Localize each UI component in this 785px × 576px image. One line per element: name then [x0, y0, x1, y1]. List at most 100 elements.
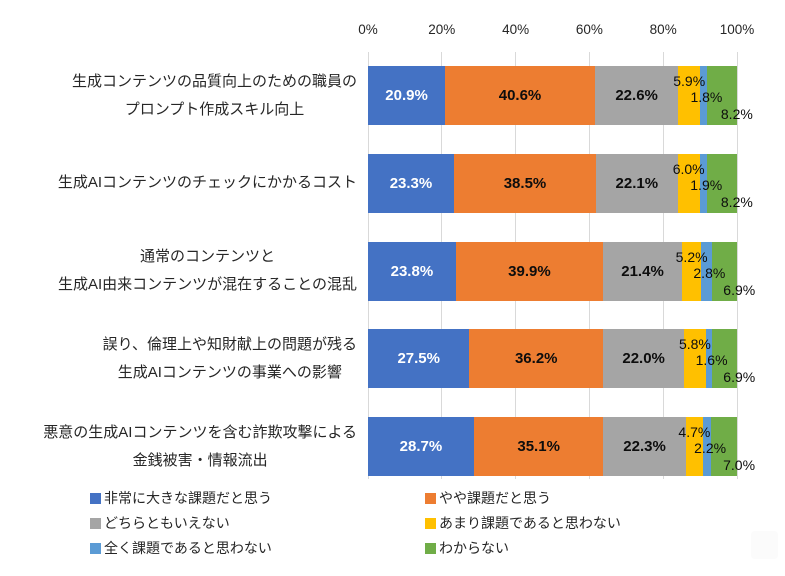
- data-label: 8.2%: [720, 193, 753, 210]
- bar-segment: [699, 153, 707, 213]
- x-axis-tick-label: 20%: [428, 22, 456, 37]
- category-label: 誤り、倫理上や知財献上の問題が残る 生成AIコンテンツの事業への影響: [103, 329, 357, 388]
- data-label: 22.1%: [615, 174, 659, 192]
- data-label: 28.7%: [399, 438, 443, 455]
- data-label: 22.6%: [615, 87, 658, 104]
- bar-segment: [455, 241, 604, 301]
- bar-segment: [706, 153, 737, 213]
- legend-item: あまり課題であると思わない: [425, 512, 621, 534]
- data-label: 20.9%: [385, 87, 428, 104]
- bar-segment: [678, 66, 701, 125]
- legend-item: 非常に大きな課題だと思う: [90, 487, 272, 509]
- bar-segment: [473, 417, 604, 476]
- bar-row: 23.8% 39.9% 21.4% 5.2% 2.8% 6.9%: [368, 241, 755, 301]
- data-label: 22.0%: [622, 350, 665, 368]
- x-axis-tick-label: 60%: [575, 22, 603, 37]
- bar-segment: [368, 153, 454, 213]
- data-label: 6.0%: [672, 160, 705, 177]
- bar-segment: [469, 329, 604, 389]
- legend-label: あまり課題であると思わない: [439, 515, 621, 531]
- legend-item: どちらともいえない: [90, 512, 230, 534]
- bar-segment: [596, 153, 678, 213]
- data-label: 7.0%: [723, 457, 756, 473]
- bar-segment: [677, 153, 700, 213]
- bar-segment: [700, 66, 707, 125]
- x-axis-tick-label: 80%: [649, 22, 677, 37]
- category-label-text: 悪意の生成AIコンテンツを含む詐欺攻撃による 金銭被害・情報流出: [43, 423, 357, 469]
- bar-segment: [711, 241, 737, 301]
- category-label-text: 誤り、倫理上や知財献上の問題が残る 生成AIコンテンツの事業への影響: [102, 335, 357, 381]
- bar-segment: [368, 66, 446, 125]
- data-label: 40.6%: [498, 87, 542, 104]
- category-label-text: 生成コンテンツの品質向上のための職員の プロンプト作成スキル向上: [71, 72, 357, 118]
- bar-segment: [603, 417, 686, 476]
- bar-segment: [453, 153, 597, 213]
- data-label: 39.9%: [508, 262, 551, 280]
- bar-segment: [368, 417, 474, 476]
- data-label: 4.7%: [678, 424, 711, 440]
- data-label: 5.2%: [675, 248, 708, 265]
- data-label: 5.9%: [673, 73, 706, 89]
- legend-item: わからない: [425, 537, 509, 559]
- bar-segment: [682, 241, 702, 301]
- x-axis-tick-label: 40%: [502, 22, 530, 37]
- data-label: 5.8%: [678, 336, 711, 353]
- bar-segment: [685, 417, 704, 476]
- data-label: 21.4%: [621, 262, 664, 280]
- background-artifact: [751, 531, 778, 559]
- bar-segment: [368, 329, 470, 389]
- bar-row: 23.3% 38.5% 22.1% 6.0% 1.9% 8.2%: [368, 153, 753, 213]
- bar-segment: [445, 66, 595, 125]
- bar-row: 27.5% 36.2% 22.0% 5.8% 1.6% 6.9%: [368, 329, 755, 389]
- legend-swatch-icon: [425, 542, 436, 554]
- data-label: 2.8%: [693, 264, 726, 281]
- data-label: 35.1%: [517, 438, 560, 455]
- category-label: 生成AIコンテンツのチェックにかかるコスト: [58, 154, 357, 213]
- gridline: [736, 52, 738, 479]
- legend-label: どちらともいえない: [104, 515, 230, 531]
- bar-segment: [705, 329, 712, 389]
- data-label: 1.6%: [695, 352, 728, 369]
- data-label: 2.2%: [694, 440, 727, 456]
- x-axis-tick-label: 100%: [719, 22, 755, 37]
- data-label: 1.9%: [690, 176, 723, 193]
- data-label: 27.5%: [397, 350, 440, 368]
- bar-segment: [368, 241, 456, 301]
- data-label: 23.8%: [390, 262, 434, 280]
- data-label: 23.3%: [389, 174, 433, 192]
- category-label: 通常のコンテンツと 生成AI由来コンテンツが混在することの混乱: [58, 242, 357, 301]
- bar-segment: [706, 66, 737, 125]
- legend-swatch-icon: [90, 517, 101, 529]
- legend-swatch-icon: [425, 517, 436, 529]
- bar-segment: [711, 417, 737, 476]
- data-label: 8.2%: [720, 106, 753, 122]
- category-label: 生成コンテンツの品質向上のための職員の プロンプト作成スキル向上: [72, 66, 357, 125]
- data-label: 6.9%: [723, 281, 756, 298]
- data-label: 1.8%: [690, 89, 723, 105]
- legend-item: 全く課題であると思わない: [90, 537, 272, 559]
- legend-swatch-icon: [90, 492, 101, 504]
- legend-label: 非常に大きな課題だと思う: [104, 490, 272, 506]
- legend-label: 全く課題であると思わない: [104, 540, 272, 556]
- bar-segment: [701, 241, 712, 301]
- bar-segment: [594, 66, 679, 125]
- bar-segment: [603, 241, 682, 301]
- legend-label: やや課題だと思う: [439, 490, 551, 506]
- bar-row: 20.9% 40.6% 22.6% 5.9% 1.8% 8.2%: [368, 66, 753, 125]
- bar-segment: [703, 417, 712, 476]
- bar-segment: [603, 329, 685, 389]
- category-label-text: 通常のコンテンツと 生成AI由来コンテンツが混在することの混乱: [57, 248, 357, 293]
- category-label: 悪意の生成AIコンテンツを含む詐欺攻撃による 金銭被害・情報流出: [43, 417, 357, 476]
- legend-label: わからない: [439, 540, 509, 556]
- category-label-text: 生成AIコンテンツのチェックにかかるコスト: [57, 174, 357, 192]
- data-label: 6.9%: [723, 369, 756, 386]
- bar-segment: [711, 329, 737, 389]
- data-label: 36.2%: [514, 350, 558, 368]
- data-label: 22.3%: [623, 438, 666, 455]
- legend-swatch-icon: [90, 542, 101, 554]
- legend-item: やや課題だと思う: [425, 487, 551, 509]
- bar-row: 28.7% 35.1% 22.3% 4.7% 2.2% 7.0%: [368, 417, 755, 476]
- data-label: 38.5%: [503, 174, 547, 192]
- x-axis-tick-label: 0%: [358, 22, 378, 37]
